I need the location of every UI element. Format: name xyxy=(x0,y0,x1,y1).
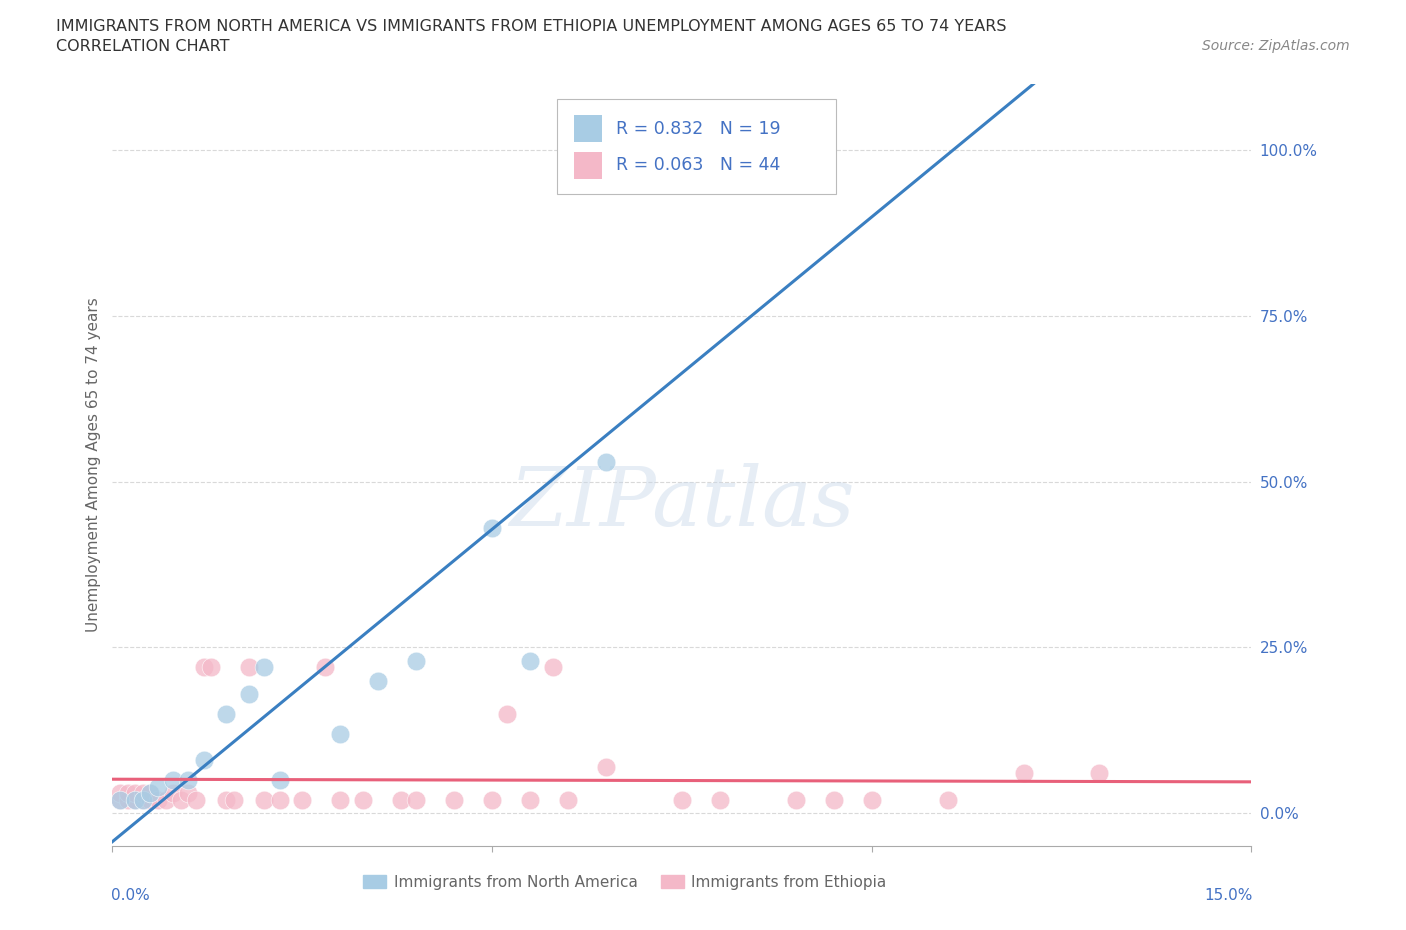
Point xyxy=(253,659,276,674)
Point xyxy=(709,792,731,807)
Text: R = 0.063   N = 44: R = 0.063 N = 44 xyxy=(616,156,780,174)
Point xyxy=(405,653,427,668)
Text: ZIPatlas: ZIPatlas xyxy=(509,463,855,543)
Point xyxy=(146,792,169,807)
Point xyxy=(671,142,693,157)
Point xyxy=(269,773,291,788)
Point xyxy=(215,792,238,807)
Point xyxy=(108,786,131,801)
Text: Source: ZipAtlas.com: Source: ZipAtlas.com xyxy=(1202,39,1350,53)
Point xyxy=(170,792,193,807)
Point xyxy=(519,653,541,668)
Text: 0.0%: 0.0% xyxy=(111,888,150,903)
Point xyxy=(443,792,465,807)
Point xyxy=(314,659,336,674)
Point xyxy=(936,792,959,807)
Point xyxy=(367,673,389,688)
Point xyxy=(132,792,155,807)
Point xyxy=(124,792,146,807)
Text: CORRELATION CHART: CORRELATION CHART xyxy=(56,39,229,54)
Point xyxy=(139,786,162,801)
Text: IMMIGRANTS FROM NORTH AMERICA VS IMMIGRANTS FROM ETHIOPIA UNEMPLOYMENT AMONG AGE: IMMIGRANTS FROM NORTH AMERICA VS IMMIGRA… xyxy=(56,19,1007,33)
Point xyxy=(177,786,200,801)
Point xyxy=(671,792,693,807)
Point xyxy=(108,792,131,807)
Point xyxy=(117,786,139,801)
Point xyxy=(785,792,807,807)
Point xyxy=(124,786,146,801)
Point xyxy=(193,752,215,767)
Point xyxy=(124,792,146,807)
Point xyxy=(481,521,503,536)
FancyBboxPatch shape xyxy=(557,99,835,194)
Point xyxy=(155,792,177,807)
Point xyxy=(132,786,155,801)
Point xyxy=(269,792,291,807)
Point xyxy=(215,706,238,721)
Point xyxy=(108,792,131,807)
Legend: Immigrants from North America, Immigrants from Ethiopia: Immigrants from North America, Immigrant… xyxy=(357,869,893,896)
Point xyxy=(177,773,200,788)
Text: R = 0.832   N = 19: R = 0.832 N = 19 xyxy=(616,120,780,138)
Point xyxy=(162,786,184,801)
Point xyxy=(222,792,245,807)
Point xyxy=(184,792,207,807)
Point xyxy=(200,659,222,674)
Point xyxy=(1012,766,1035,781)
Point xyxy=(139,792,162,807)
Point xyxy=(329,792,352,807)
Point xyxy=(193,659,215,674)
Point xyxy=(162,773,184,788)
Point xyxy=(352,792,374,807)
Bar xyxy=(574,152,602,179)
Point xyxy=(496,706,519,721)
Point xyxy=(595,759,617,774)
Point xyxy=(519,792,541,807)
Point xyxy=(253,792,276,807)
Point xyxy=(146,779,169,794)
Point xyxy=(139,786,162,801)
Point xyxy=(557,792,579,807)
Point xyxy=(823,792,845,807)
Point xyxy=(1088,766,1111,781)
Point xyxy=(405,792,427,807)
Point xyxy=(238,686,260,701)
Point xyxy=(132,792,155,807)
Point xyxy=(329,726,352,741)
Point xyxy=(117,792,139,807)
Point xyxy=(595,454,617,469)
Bar xyxy=(574,115,602,142)
Point xyxy=(238,659,260,674)
Y-axis label: Unemployment Among Ages 65 to 74 years: Unemployment Among Ages 65 to 74 years xyxy=(86,298,101,632)
Point xyxy=(541,659,564,674)
Point xyxy=(481,792,503,807)
Point xyxy=(389,792,412,807)
Text: 15.0%: 15.0% xyxy=(1204,888,1253,903)
Point xyxy=(860,792,883,807)
Point xyxy=(291,792,314,807)
